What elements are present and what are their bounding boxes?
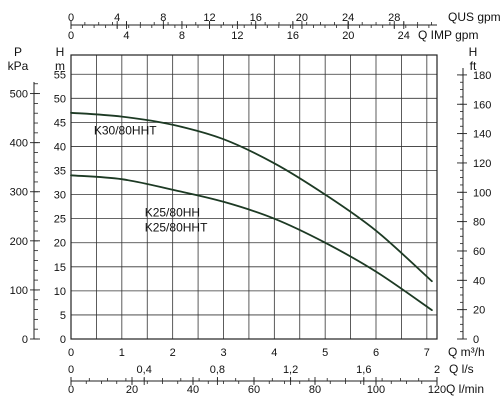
usgpm-tick-label: 0: [68, 12, 74, 24]
y-tick-label-m: 5: [60, 310, 66, 322]
ls-tick-label: 1,2: [283, 364, 298, 376]
y-tick-label-m: 10: [54, 286, 66, 298]
ft-tick-label: 140: [473, 129, 491, 141]
x-tick-label-m3h: 4: [271, 347, 277, 359]
ft-tick-label: 120: [473, 158, 491, 170]
kpa-tick-label: 300: [10, 187, 28, 199]
ls-tick-label: 0,4: [137, 364, 152, 376]
usgpm-tick-label: 28: [388, 12, 400, 24]
curve-label: K25/80HH: [145, 205, 200, 219]
ft-axis-unit: ft: [470, 59, 477, 73]
ft-tick-label: 20: [473, 305, 485, 317]
impgpm-axis-title: Q IMP gpm: [418, 28, 478, 42]
performance-curves: [70, 111, 433, 311]
ft-tick-label: 100: [473, 187, 491, 199]
ft-tick-label: 80: [473, 217, 485, 229]
y-axis-title-h: H: [56, 45, 65, 59]
y-axis-unit-m: m: [55, 59, 65, 73]
y-tick-label-m: 0: [60, 334, 66, 346]
ls-axis-title: Q l/s: [449, 362, 474, 376]
y-tick-label-m: 30: [54, 190, 66, 202]
ft-axis-title-h: H: [469, 45, 478, 59]
lmin-tick-label: 20: [126, 384, 138, 396]
kpa-tick-label: 500: [10, 89, 28, 101]
x-tick-label-m3h: 5: [322, 347, 328, 359]
ft-tick-label: 40: [473, 275, 485, 287]
kpa-tick-label: 0: [22, 334, 28, 346]
kpa-tick-label: 400: [10, 138, 28, 150]
usgpm-tick-label: 4: [114, 12, 120, 24]
ls-tick-label: 1,6: [356, 364, 371, 376]
impgpm-tick-label: 16: [287, 30, 299, 42]
y-tick-label-m: 35: [54, 166, 66, 178]
chart-grid: [70, 55, 437, 340]
y-tick-label-m: 25: [54, 214, 66, 226]
lmin-tick-label: 120: [428, 384, 446, 396]
y-tick-label-m: 45: [54, 117, 66, 129]
ls-tick-label: 0,8: [210, 364, 225, 376]
kpa-axis-unit: kPa: [8, 59, 29, 73]
x-tick-label-m3h: 0: [68, 347, 74, 359]
x-tick-label-m3h: 7: [424, 347, 430, 359]
kpa-axis-title-p: P: [14, 45, 22, 59]
pump-curve-0: [70, 111, 433, 283]
ft-tick-label: 0: [473, 334, 479, 346]
usgpm-tick-label: 12: [203, 12, 215, 24]
y-tick-label-m: 15: [54, 262, 66, 274]
lmin-axis-title: Q l/min: [446, 382, 484, 396]
impgpm-tick-label: 20: [342, 30, 354, 42]
lmin-tick-label: 40: [187, 384, 199, 396]
x-tick-label-m3h: 3: [220, 347, 226, 359]
y-tick-label-m: 50: [54, 93, 66, 105]
x-axis-title-m3h: Q m³/h: [448, 345, 485, 359]
impgpm-tick-label: 8: [179, 30, 185, 42]
lmin-tick-label: 80: [309, 384, 321, 396]
usgpm-tick-label: 24: [342, 12, 354, 24]
plot-frame: [70, 54, 438, 340]
usgpm-tick-label: 8: [160, 12, 166, 24]
ft-tick-label: 60: [473, 246, 485, 258]
usgpm-tick-label: 20: [296, 12, 308, 24]
x-tick-label-m3h: 1: [119, 347, 125, 359]
lmin-tick-label: 100: [367, 384, 385, 396]
impgpm-tick-label: 12: [231, 30, 243, 42]
x-tick-label-m3h: 6: [373, 347, 379, 359]
ft-tick-label: 160: [473, 99, 491, 111]
ls-tick-label: 0: [68, 364, 74, 376]
kpa-tick-label: 100: [10, 285, 28, 297]
usgpm-tick-label: 16: [250, 12, 262, 24]
lmin-tick-label: 0: [68, 384, 74, 396]
usgpm-axis-title: QUS gpm: [448, 10, 500, 24]
impgpm-tick-label: 4: [123, 30, 129, 42]
impgpm-tick-label: 0: [68, 30, 74, 42]
ls-tick-label: 2: [434, 364, 440, 376]
curve-label: K30/80HHT: [94, 123, 157, 137]
kpa-tick-label: 200: [10, 236, 28, 248]
lmin-tick-label: 60: [248, 384, 260, 396]
impgpm-tick-label: 24: [398, 30, 410, 42]
plot-border: [70, 54, 438, 340]
ft-tick-label: 180: [473, 70, 491, 82]
y-tick-label-m: 40: [54, 141, 66, 153]
pump-curve-1: [70, 174, 433, 311]
x-tick-label-m3h: 2: [170, 347, 176, 359]
curve-label: K25/80HHT: [145, 220, 208, 234]
y-tick-label-m: 55: [54, 69, 66, 81]
y-tick-label-m: 20: [54, 238, 66, 250]
